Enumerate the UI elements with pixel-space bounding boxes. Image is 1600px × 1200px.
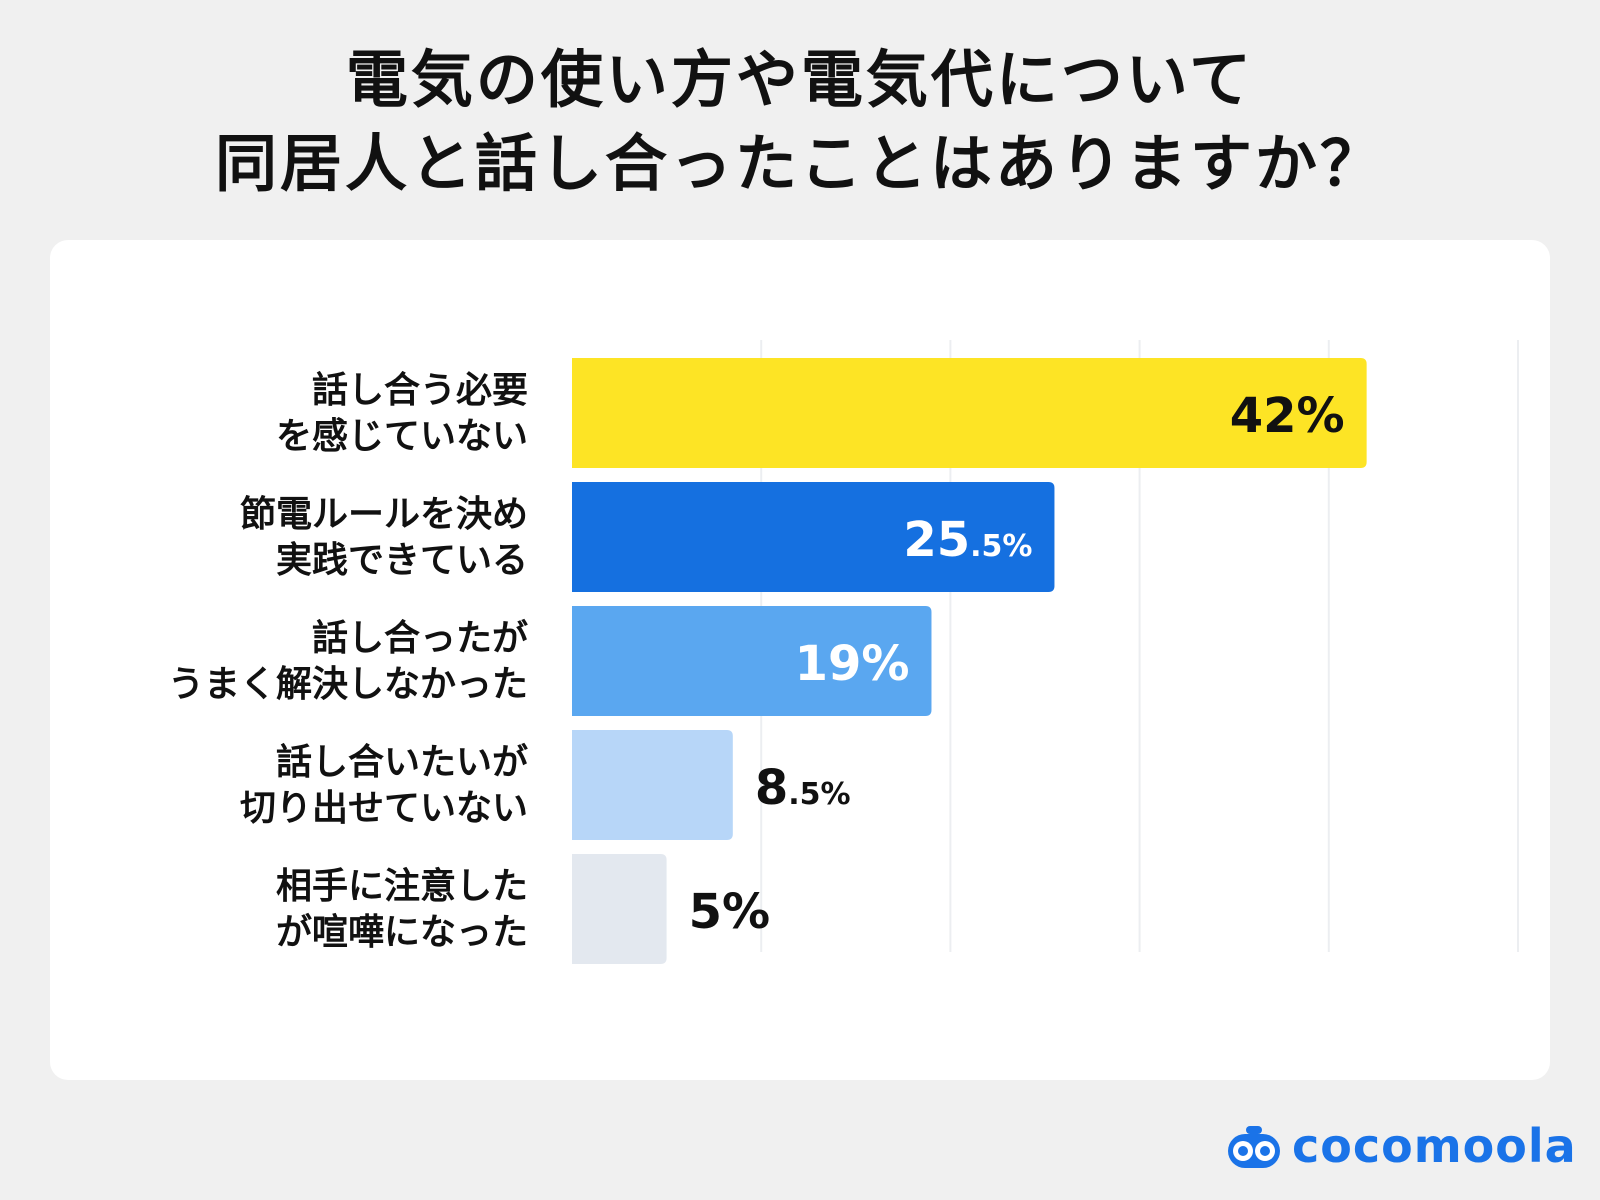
bar <box>572 730 733 840</box>
category-label: うまく解決しなかった <box>168 664 528 705</box>
chart-title-line-1: 電気の使い方や電気代について <box>345 43 1255 116</box>
category-label: 話し合う必要 <box>312 370 528 411</box>
data-label: 8.5% <box>755 760 851 816</box>
data-label: 19% <box>795 636 910 692</box>
chart-title: 電気の使い方や電気代について 同居人と話し合ったことはありますか？ <box>0 38 1600 206</box>
category-label: が喧嘩になった <box>276 912 528 953</box>
bar <box>572 358 1367 468</box>
category-label: 話し合ったが <box>312 618 528 659</box>
chart-card: 話し合う必要を感じていない 42% 節電ルールを決め実践できている 25.5% 話し合っ… <box>50 240 1550 1080</box>
data-label: 42% <box>1230 388 1345 444</box>
category-label: 実践できている <box>276 540 528 581</box>
cocomoola-logo-icon <box>1228 1126 1280 1168</box>
brand-name: cocomoola <box>1292 1119 1577 1173</box>
bar <box>572 606 932 716</box>
bar <box>572 854 667 964</box>
category-label: 節電ルールを決め <box>240 494 528 535</box>
category-label: を感じていない <box>276 416 528 457</box>
data-label: 5% <box>689 884 771 940</box>
category-label: 切り出せていない <box>240 788 528 829</box>
brand-logo: cocomoola <box>1226 1118 1576 1174</box>
bar <box>572 482 1055 592</box>
category-label: 話し合いたいが <box>276 742 528 783</box>
data-label: 25.5% <box>903 512 1032 568</box>
category-label: 相手に注意した <box>276 866 528 907</box>
chart-title-line-2: 同居人と話し合ったことはありますか？ <box>214 127 1385 200</box>
